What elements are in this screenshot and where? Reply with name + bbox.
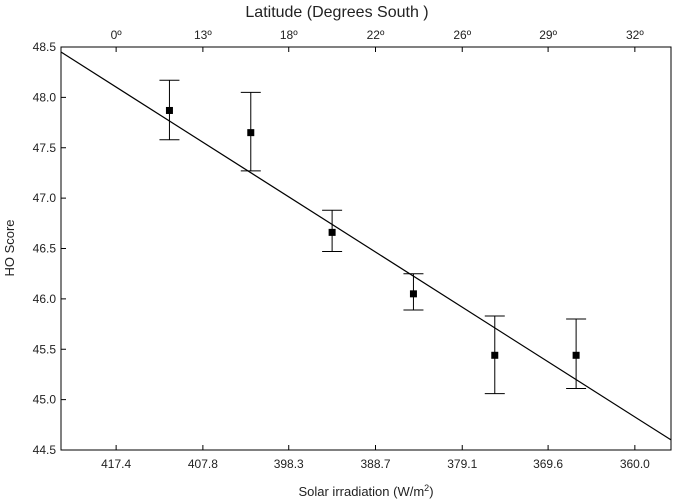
x-axis-top: 0º 13º 18º 22º 26º 29º 32º bbox=[111, 28, 644, 52]
y-tick-label: 48.5 bbox=[33, 40, 57, 54]
chart-title: Latitude (Degrees South ) bbox=[245, 4, 428, 21]
x-axis-title-base: Solar irradiation (W/m bbox=[298, 484, 424, 499]
top-tick-label: 0º bbox=[111, 28, 123, 42]
fit-line bbox=[60, 51, 672, 441]
data-point bbox=[247, 129, 255, 137]
top-tick-label: 29º bbox=[539, 28, 557, 42]
y-tick-label: 47.0 bbox=[33, 191, 57, 205]
plot-frame bbox=[60, 46, 672, 451]
y-tick-label: 47.5 bbox=[33, 141, 57, 155]
x-axis-title-tail: ) bbox=[429, 484, 433, 499]
top-tick-label: 13º bbox=[194, 28, 212, 42]
x-axis-title: Solar irradiation (W/m2) bbox=[298, 483, 433, 499]
data-points bbox=[165, 106, 580, 359]
y-tick-label: 45.5 bbox=[33, 342, 57, 356]
x-axis-title-sup: 2 bbox=[424, 483, 429, 493]
x-tick-label: 379.1 bbox=[447, 457, 477, 471]
x-tick-label: 360.0 bbox=[620, 457, 650, 471]
data-point bbox=[165, 106, 173, 114]
error-bars bbox=[159, 79, 587, 395]
y-axis: 44.5 45.0 45.5 46.0 46.5 47.0 47.5 48.0 48.5 bbox=[33, 40, 66, 457]
data-point bbox=[491, 351, 499, 359]
y-tick-label: 44.5 bbox=[33, 443, 57, 457]
top-tick-label: 32º bbox=[626, 28, 644, 42]
top-tick-label: 18º bbox=[280, 28, 298, 42]
top-tick-label: 26º bbox=[453, 28, 471, 42]
x-tick-label: 398.3 bbox=[274, 457, 304, 471]
y-axis-title: HO Score bbox=[2, 219, 17, 276]
data-point bbox=[409, 290, 417, 298]
fit-line-group bbox=[60, 51, 672, 441]
x-axis-bottom: 417.4 407.8 398.3 388.7 379.1 369.6 360.0 bbox=[101, 445, 650, 471]
x-tick-label: 417.4 bbox=[101, 457, 131, 471]
y-tick-label: 45.0 bbox=[33, 393, 57, 407]
y-tick-label: 46.0 bbox=[33, 292, 57, 306]
data-point bbox=[572, 351, 580, 359]
y-tick-label: 46.5 bbox=[33, 242, 57, 256]
top-tick-label: 22º bbox=[367, 28, 385, 42]
y-tick-label: 48.0 bbox=[33, 90, 57, 104]
x-tick-label: 369.6 bbox=[533, 457, 563, 471]
x-tick-label: 388.7 bbox=[360, 457, 390, 471]
data-point bbox=[328, 228, 336, 236]
x-tick-label: 407.8 bbox=[188, 457, 218, 471]
